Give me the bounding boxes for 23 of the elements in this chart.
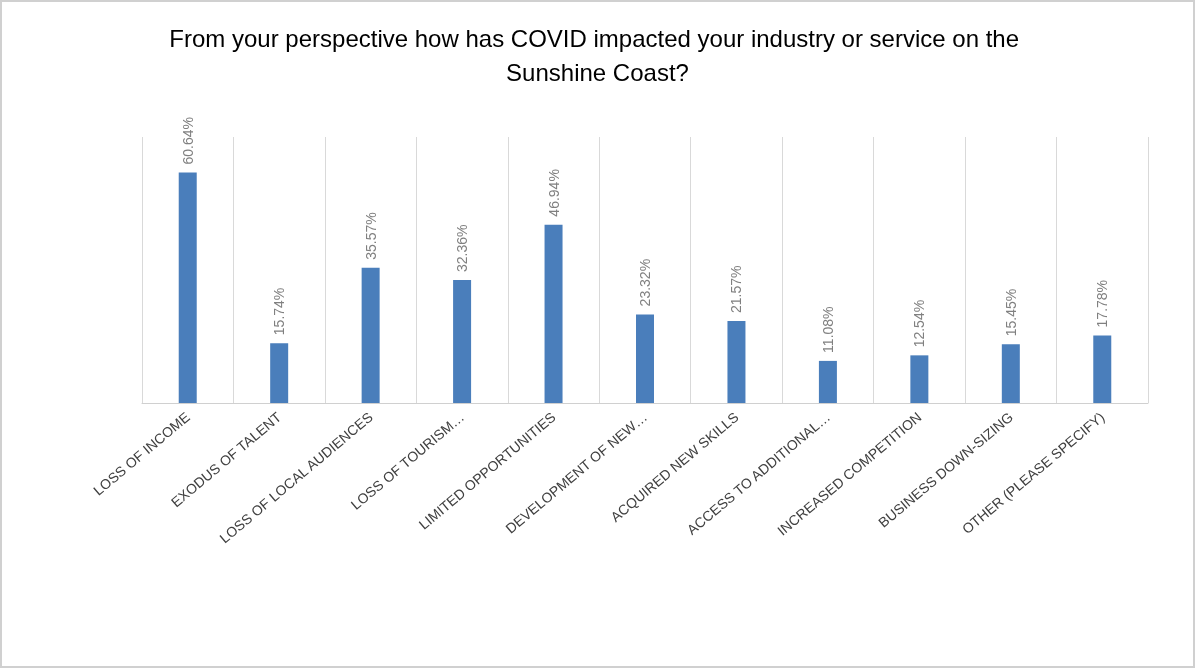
bar: [544, 224, 563, 403]
data-label: 12.54%: [911, 299, 928, 348]
bar: [1093, 335, 1112, 403]
bar: [910, 355, 929, 403]
data-label: 35.57%: [362, 212, 379, 260]
bar: [727, 321, 746, 403]
data-label: 11.08%: [819, 306, 836, 353]
bar: [1001, 344, 1020, 403]
data-label: 32.36%: [454, 224, 471, 273]
data-label: 23.32%: [637, 258, 653, 307]
chart-title: From your perspective how has COVID impacted your industry or service on the Sunshine Coast?: [169, 24, 1026, 86]
bar: [818, 360, 837, 403]
data-label: 46.94%: [545, 169, 562, 217]
data-label: 21.57%: [728, 265, 745, 314]
data-label: 15.74%: [271, 287, 288, 336]
bar: [453, 280, 472, 403]
data-label: 17.78%: [1094, 279, 1111, 328]
bar: [178, 172, 197, 403]
bar: [636, 314, 654, 403]
bar: [361, 267, 380, 403]
data-label: 15.45%: [1002, 288, 1019, 337]
data-label: 60.64%: [179, 117, 196, 165]
bar: [270, 343, 289, 403]
